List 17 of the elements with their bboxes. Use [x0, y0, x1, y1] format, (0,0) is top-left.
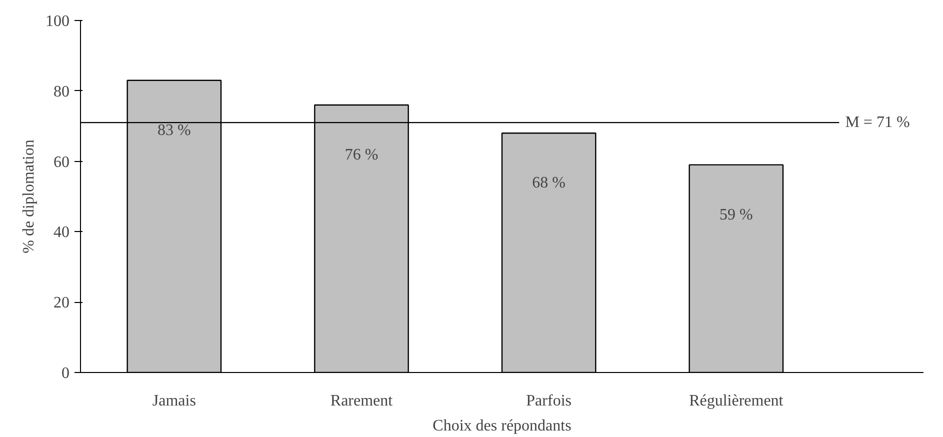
x-tick-label: Rarement: [330, 392, 394, 410]
y-tick-label: 80: [54, 83, 70, 100]
x-axis-title: Choix des répondants: [432, 418, 572, 434]
x-tick-label: Régulièrement: [689, 392, 784, 410]
y-tick-label: 20: [54, 294, 70, 312]
data-label: 76 %: [344, 146, 378, 164]
data-label: 68 %: [532, 174, 566, 192]
y-tick-label: 60: [54, 154, 70, 171]
y-tick-label: 0: [62, 365, 70, 382]
y-axis-title: % de diplomation: [20, 140, 38, 254]
y-tick-label: 100: [46, 13, 70, 30]
y-tick-label: 40: [54, 224, 70, 242]
data-label: 83 %: [158, 122, 191, 139]
x-tick-label: Parfois: [526, 392, 572, 410]
ref-line-label: M = 71 %: [845, 114, 910, 132]
x-tick-label: Jamais: [152, 392, 196, 410]
data-label: 59 %: [720, 206, 753, 224]
